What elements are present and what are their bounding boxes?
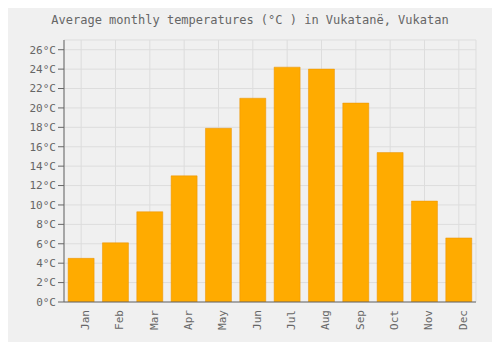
svg-text:12°C: 12°C — [30, 179, 57, 192]
svg-text:Jun: Jun — [251, 310, 264, 330]
html-text:Average monthly temperatures (: Average monthly temperatures (°C ) in Vu… — [51, 13, 449, 27]
svg-text:Jul: Jul — [285, 310, 298, 330]
svg-text:Oct: Oct — [388, 310, 401, 330]
svg-text:Mar: Mar — [148, 310, 161, 330]
svg-text:22°C: 22°C — [30, 82, 57, 95]
svg-text:24°C: 24°C — [30, 63, 57, 76]
svg-text:Apr: Apr — [182, 310, 195, 330]
svg-text:Dec: Dec — [457, 310, 470, 330]
svg-text:20°C: 20°C — [30, 102, 57, 115]
svg-text:0°C: 0°C — [36, 296, 56, 309]
svg-text:Sep: Sep — [354, 310, 367, 330]
svg-text:8°C: 8°C — [36, 218, 56, 231]
svg-text:18°C: 18°C — [30, 121, 57, 134]
svg-text:May: May — [216, 310, 229, 330]
svg-text:6°C: 6°C — [36, 238, 56, 251]
svg-text:Feb: Feb — [113, 310, 126, 330]
svg-text:4°C: 4°C — [36, 257, 56, 270]
svg-text:Jan: Jan — [79, 310, 92, 330]
svg-text:26°C: 26°C — [30, 44, 57, 57]
svg-text:Nov: Nov — [422, 310, 435, 330]
svg-text:14°C: 14°C — [30, 160, 57, 173]
svg-text:16°C: 16°C — [30, 141, 57, 154]
svg-text:10°C: 10°C — [30, 199, 57, 212]
svg-text:Aug: Aug — [319, 310, 332, 330]
svg-text:2°C: 2°C — [36, 276, 56, 289]
